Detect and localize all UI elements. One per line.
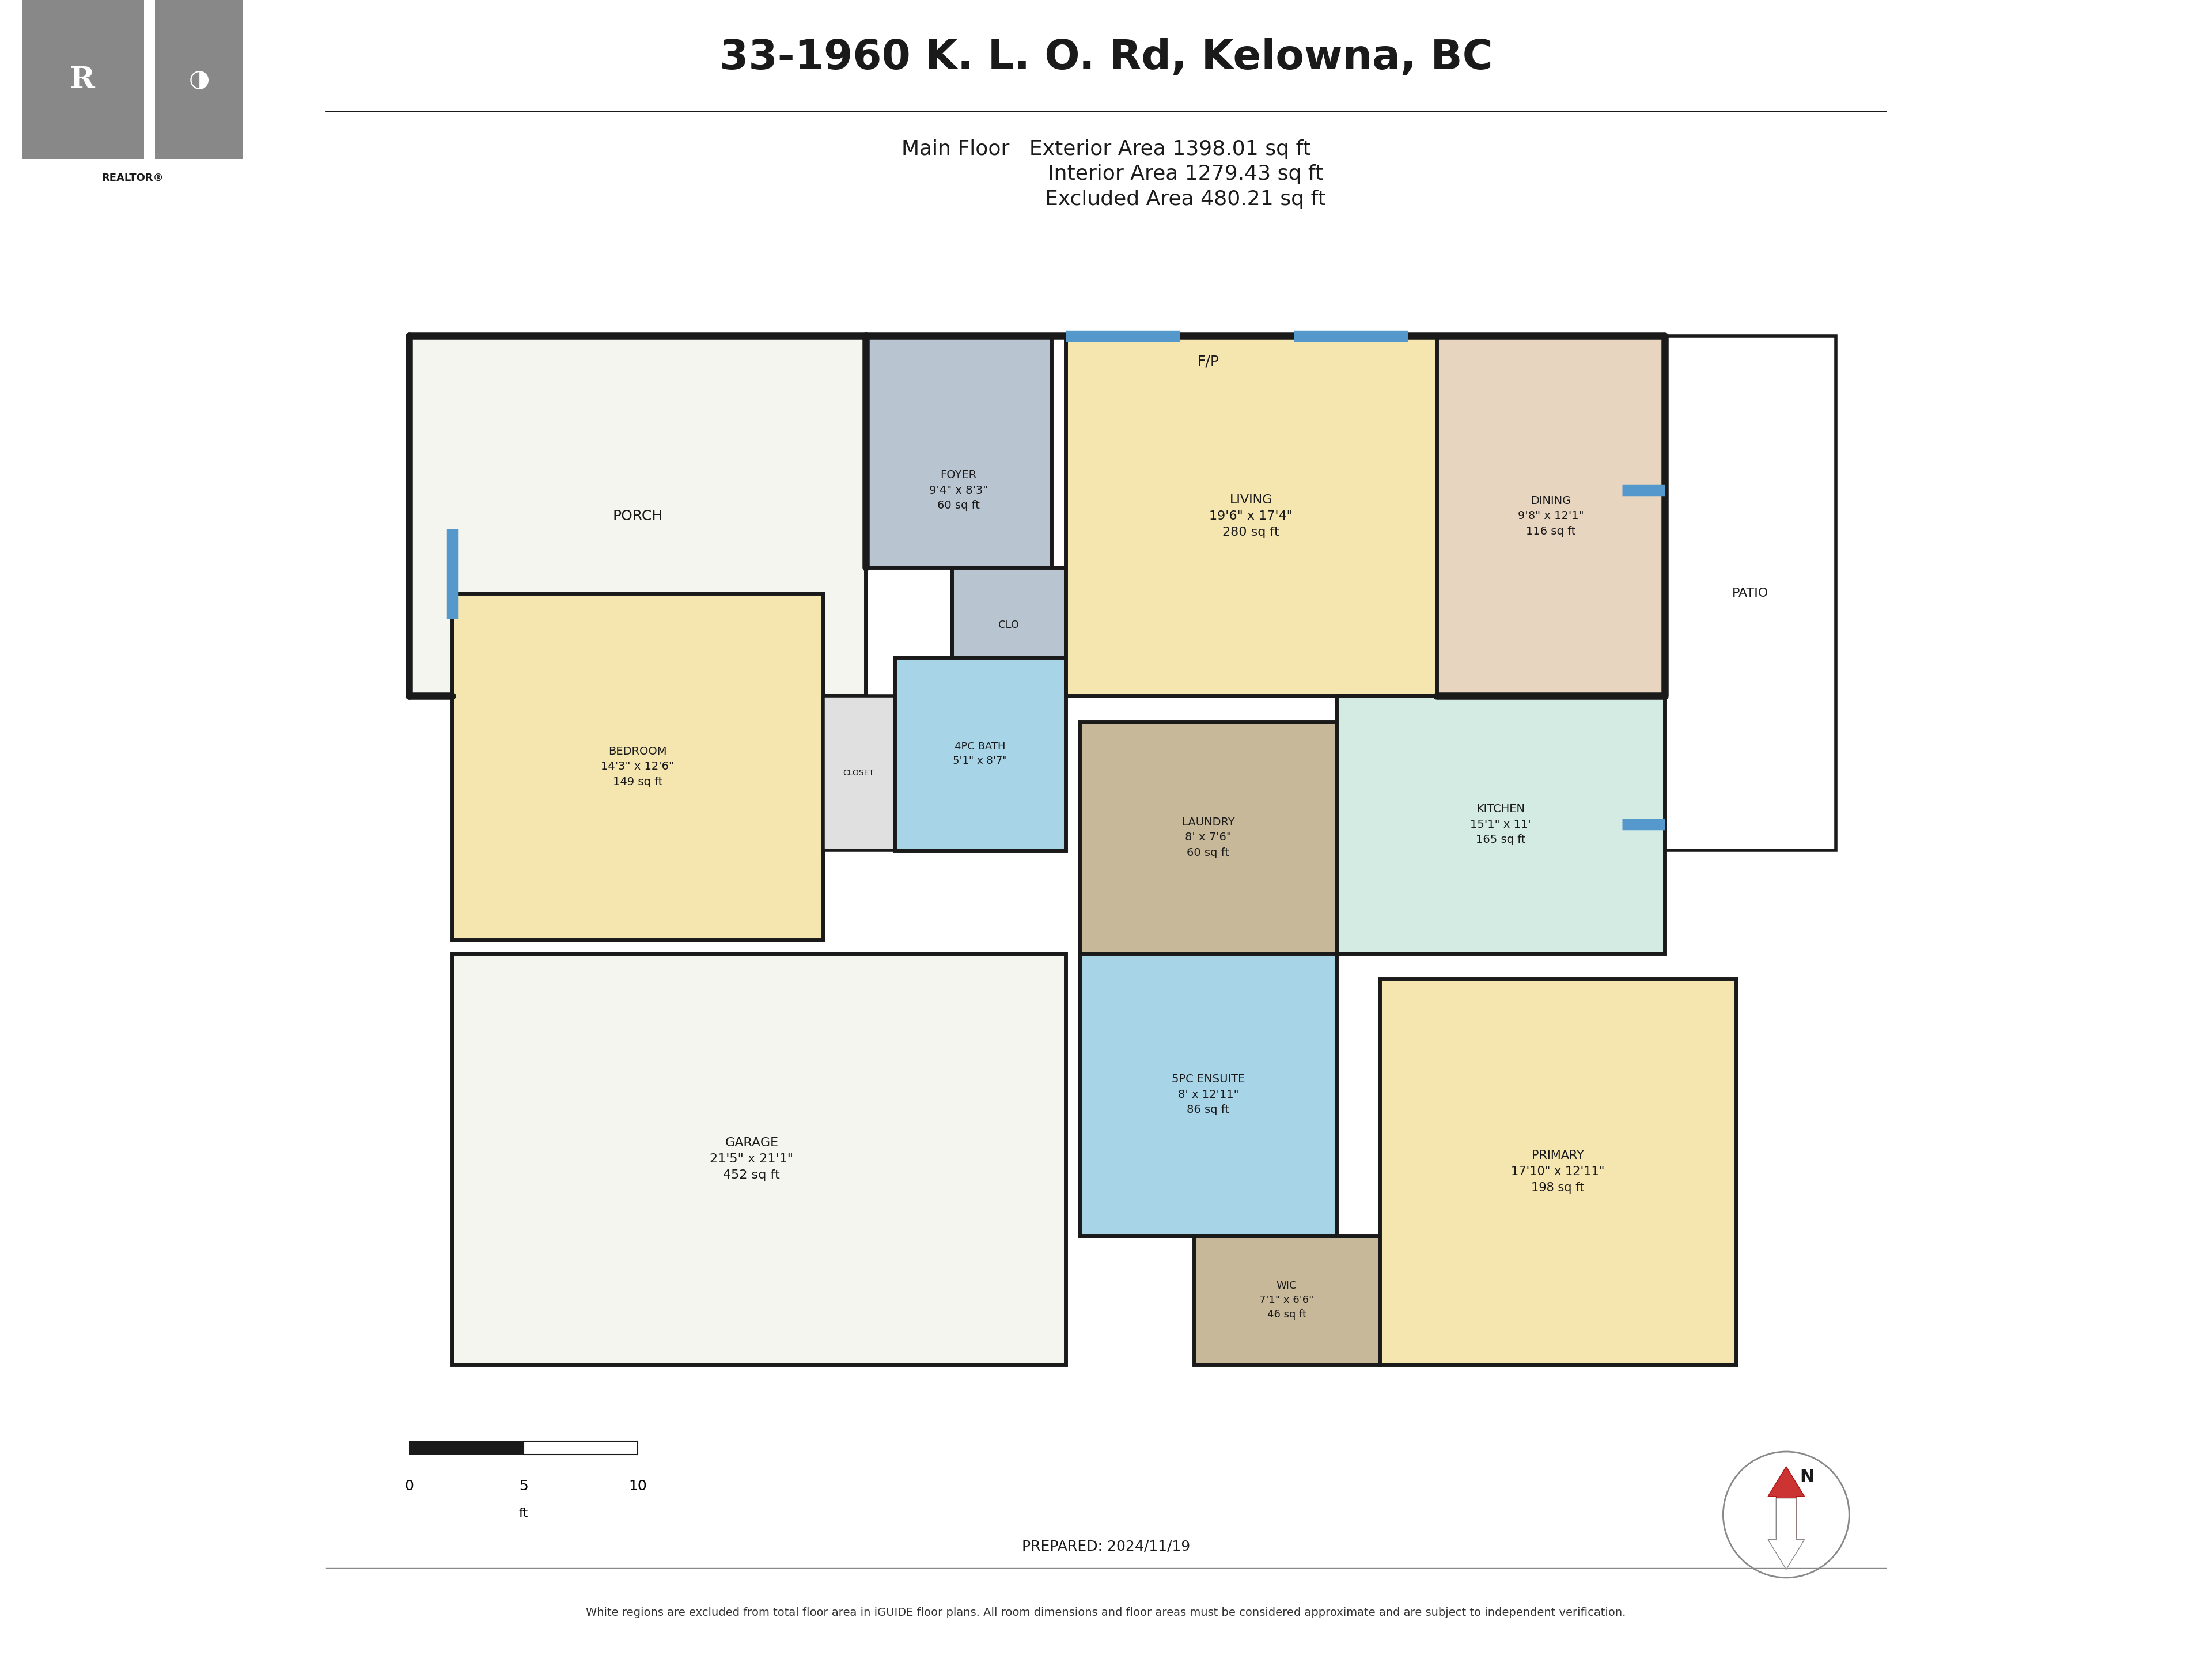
Text: WIC
7'1" x 6'6"
46 sq ft: WIC 7'1" x 6'6" 46 sq ft — [1259, 1281, 1314, 1321]
Bar — [951, 567, 1066, 684]
Text: 5PC ENSUITE
8' x 12'11"
86 sq ft: 5PC ENSUITE 8' x 12'11" 86 sq ft — [1172, 1073, 1245, 1115]
Text: 0: 0 — [405, 1480, 414, 1493]
Bar — [1194, 1236, 1380, 1364]
Text: LAUNDRY
8' x 7'6"
60 sq ft: LAUNDRY 8' x 7'6" 60 sq ft — [1181, 816, 1234, 858]
Bar — [524, 1442, 637, 1455]
Text: CLOSET: CLOSET — [843, 770, 874, 776]
Text: Interior Area 1279.43 sq ft: Interior Area 1279.43 sq ft — [889, 164, 1323, 184]
Text: REALTOR®: REALTOR® — [102, 173, 164, 182]
Bar — [1666, 335, 1836, 849]
Bar — [409, 335, 865, 695]
Bar — [894, 657, 1066, 849]
Bar — [451, 952, 1066, 1364]
Text: DINING
9'8" x 12'1"
116 sq ft: DINING 9'8" x 12'1" 116 sq ft — [1517, 494, 1584, 538]
Text: 33-1960 K. L. O. Rd, Kelowna, BC: 33-1960 K. L. O. Rd, Kelowna, BC — [719, 38, 1493, 78]
Bar — [1436, 335, 1666, 695]
Bar — [409, 1442, 524, 1455]
Text: FOYER
9'4" x 8'3"
60 sq ft: FOYER 9'4" x 8'3" 60 sq ft — [929, 469, 989, 511]
Text: KITCHEN
15'1" x 11'
165 sq ft: KITCHEN 15'1" x 11' 165 sq ft — [1471, 803, 1531, 844]
Text: PRIMARY
17'10" x 12'11"
198 sq ft: PRIMARY 17'10" x 12'11" 198 sq ft — [1511, 1150, 1604, 1193]
Bar — [1380, 979, 1736, 1364]
Text: ◑: ◑ — [188, 68, 210, 91]
Text: F/P: F/P — [1197, 355, 1219, 368]
Bar — [1336, 695, 1666, 952]
Text: PATIO: PATIO — [1732, 587, 1770, 599]
Bar — [865, 335, 1051, 567]
Bar — [1066, 335, 1436, 695]
Bar — [823, 695, 894, 849]
Bar — [1079, 722, 1336, 952]
Text: PREPARED: 2024/11/19: PREPARED: 2024/11/19 — [1022, 1540, 1190, 1553]
Bar — [155, 0, 243, 159]
Text: 4PC BATH
5'1" x 8'7": 4PC BATH 5'1" x 8'7" — [953, 742, 1006, 766]
Text: Main Floor   Exterior Area 1398.01 sq ft: Main Floor Exterior Area 1398.01 sq ft — [900, 139, 1312, 159]
Text: R: R — [69, 65, 95, 95]
Text: LIVING
19'6" x 17'4"
280 sq ft: LIVING 19'6" x 17'4" 280 sq ft — [1210, 494, 1292, 538]
FancyArrow shape — [1767, 1498, 1805, 1569]
Text: ft: ft — [518, 1508, 529, 1520]
Text: Excluded Area 480.21 sq ft: Excluded Area 480.21 sq ft — [887, 189, 1325, 209]
Text: CLO: CLO — [998, 620, 1020, 630]
Text: GARAGE
21'5" x 21'1"
452 sq ft: GARAGE 21'5" x 21'1" 452 sq ft — [710, 1136, 794, 1181]
Text: White regions are excluded from total floor area in iGUIDE floor plans. All room: White regions are excluded from total fl… — [586, 1608, 1626, 1618]
FancyArrow shape — [1767, 1467, 1805, 1538]
Bar — [22, 0, 144, 159]
Text: BEDROOM
14'3" x 12'6"
149 sq ft: BEDROOM 14'3" x 12'6" 149 sq ft — [602, 747, 675, 788]
Bar — [451, 594, 823, 941]
Text: N: N — [1801, 1468, 1814, 1485]
Text: PORCH: PORCH — [613, 509, 664, 523]
Text: 10: 10 — [628, 1480, 646, 1493]
Bar — [1079, 952, 1336, 1236]
Text: 5: 5 — [520, 1480, 529, 1493]
